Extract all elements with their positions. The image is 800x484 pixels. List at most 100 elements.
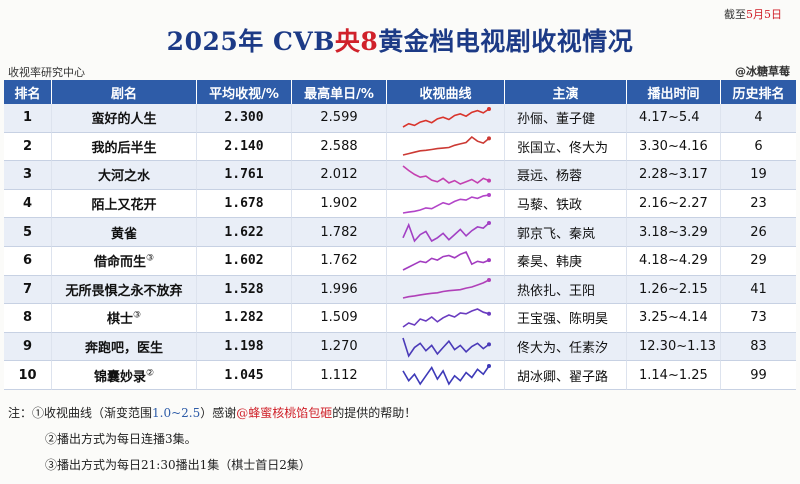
- curve-end-point: [486, 221, 491, 226]
- table-row: 8 棋士③ 1.282 1.509 王宝强、陈明昊 3.25~4.14 73: [4, 304, 796, 333]
- rating-curve: [402, 106, 491, 128]
- curve-end-point: [486, 136, 491, 141]
- curve-end-point: [486, 106, 491, 111]
- cell-name: 无所畏惧之永不放弃: [52, 275, 197, 305]
- deadline-date: 5月5日: [746, 8, 782, 21]
- col-history: 历史排名: [721, 80, 796, 104]
- author-credit: @冰糖草莓: [735, 65, 790, 78]
- cell-curve: [387, 104, 505, 133]
- col-rank: 排名: [4, 80, 52, 104]
- curve-line: [402, 165, 489, 185]
- cell-curve: [387, 161, 505, 190]
- curve-line: [402, 108, 489, 128]
- cell-avg: 1.282: [197, 304, 292, 333]
- curve-line: [401, 337, 489, 358]
- footnote-1-range: 1.0~2.5: [152, 406, 201, 420]
- cell-name: 黄雀: [52, 218, 197, 247]
- cell-rank: 1: [4, 104, 52, 133]
- cell-name: 借命而生③: [52, 246, 197, 276]
- cell-history: 6: [721, 132, 796, 162]
- cell-name: 我的后半生: [52, 132, 197, 162]
- cell-period: 3.30~4.16: [627, 132, 721, 162]
- cell-curve: [387, 361, 505, 390]
- cell-avg: 2.140: [197, 132, 292, 162]
- curve-end-point: [486, 341, 491, 346]
- cell-name: 锦囊妙录②: [52, 361, 197, 390]
- curve-end-point: [486, 364, 491, 369]
- drama-title: 棋士: [106, 312, 133, 328]
- cell-period: 4.18~4.29: [627, 246, 721, 276]
- cell-history: 23: [721, 189, 796, 219]
- drama-title: 奔跑吧，医生: [84, 341, 163, 357]
- cell-avg: 1.622: [197, 218, 292, 247]
- cell-cast: 张国立、佟大为: [505, 132, 627, 162]
- curve-line: [402, 308, 489, 328]
- table-row: 10 锦囊妙录② 1.045 1.112 胡冰卿、翟子路 1.14~1.25 99: [4, 361, 796, 390]
- drama-title: 黄雀: [110, 226, 137, 242]
- cell-curve: [387, 246, 505, 276]
- col-name: 剧名: [52, 80, 197, 104]
- rating-curve: [402, 250, 491, 271]
- footnote-mark: ③: [132, 311, 142, 322]
- cell-rank: 3: [4, 161, 52, 190]
- footnote-mark: ②: [145, 368, 155, 379]
- cell-peak: 2.588: [292, 132, 387, 162]
- rating-curve: [402, 136, 491, 157]
- rating-curve: [401, 221, 491, 243]
- curve-end-point: [486, 192, 491, 197]
- curve-end-point: [486, 178, 491, 183]
- cell-cast: 热依扎、王阳: [505, 275, 627, 305]
- col-period: 播出时间: [627, 80, 721, 104]
- curve-line: [401, 222, 490, 243]
- cell-peak: 1.112: [292, 361, 387, 390]
- curve-line: [402, 250, 489, 271]
- footnote-1-suffix: 的提供的帮助！: [332, 406, 417, 420]
- title-part3: 黄金档电视剧收视情况: [378, 27, 634, 56]
- ratings-table: 排名 剧名 平均收视/% 最高单日/% 收视曲线 主演 播出时间 历史排名 1 蛮…: [4, 80, 796, 390]
- cell-period: 1.14~1.25: [627, 361, 721, 390]
- curve-end-point: [486, 311, 491, 316]
- deadline-note: 截至5月5日: [724, 6, 782, 22]
- table-row: 2 我的后半生 2.140 2.588 张国立、佟大为 3.30~4.16 6: [4, 132, 796, 162]
- rating-curve: [402, 165, 491, 185]
- footnote-2: ②播出方式为每日连播3集。: [45, 432, 197, 446]
- footnote-1-thanks-prefix: ）感谢: [200, 406, 237, 420]
- cell-avg: 1.602: [197, 246, 292, 276]
- cell-curve: [387, 189, 505, 219]
- cell-period: 4.17~5.4: [627, 104, 721, 133]
- cell-history: 41: [721, 275, 796, 305]
- cell-peak: 1.782: [292, 218, 387, 247]
- footnote-label: 注：: [8, 406, 33, 420]
- cell-history: 26: [721, 218, 796, 247]
- cell-rank: 6: [4, 246, 52, 276]
- table-row: 7 无所畏惧之永不放弃 1.528 1.996 热依扎、王阳 1.26~2.15 41: [4, 275, 796, 305]
- drama-title: 我的后半生: [91, 140, 157, 156]
- rating-curve: [402, 192, 491, 214]
- cell-curve: [387, 275, 505, 305]
- cell-rank: 10: [4, 361, 52, 390]
- cell-period: 3.25~4.14: [627, 304, 721, 333]
- cell-peak: 1.762: [292, 246, 387, 276]
- curve-line: [402, 279, 489, 300]
- rating-curve: [401, 337, 491, 358]
- drama-title: 蛮好的人生: [91, 112, 157, 128]
- table-row: 4 陌上又花开 1.678 1.902 马藜、铁政 2.16~2.27 23: [4, 189, 796, 219]
- drama-title: 陌上又花开: [91, 198, 157, 214]
- table-row: 6 借命而生③ 1.602 1.762 秦昊、韩庚 4.18~4.29 29: [4, 246, 796, 276]
- cell-avg: 1.678: [197, 189, 292, 219]
- cell-avg: 2.300: [197, 104, 292, 133]
- cell-avg: 1.198: [197, 332, 292, 362]
- cell-cast: 佟大为、任素汐: [505, 332, 627, 362]
- cell-rank: 5: [4, 218, 52, 247]
- curve-line: [402, 136, 490, 157]
- cell-period: 1.26~2.15: [627, 275, 721, 305]
- col-cast: 主演: [505, 80, 627, 104]
- cell-name: 棋士③: [52, 304, 197, 333]
- cell-peak: 1.270: [292, 332, 387, 362]
- footnotes: 注：①收视曲线（渐变范围1.0~2.5）感谢@蜂蜜核桃馅包砸的提供的帮助！ ②播…: [8, 400, 416, 478]
- cell-cast: 胡冰卿、翟子路: [505, 361, 627, 390]
- footnote-3: ③播出方式为每日21:30播出1集（棋士首日2集）: [45, 458, 311, 472]
- cell-cast: 秦昊、韩庚: [505, 246, 627, 276]
- cell-curve: [387, 332, 505, 362]
- drama-title: 大河之水: [97, 169, 150, 185]
